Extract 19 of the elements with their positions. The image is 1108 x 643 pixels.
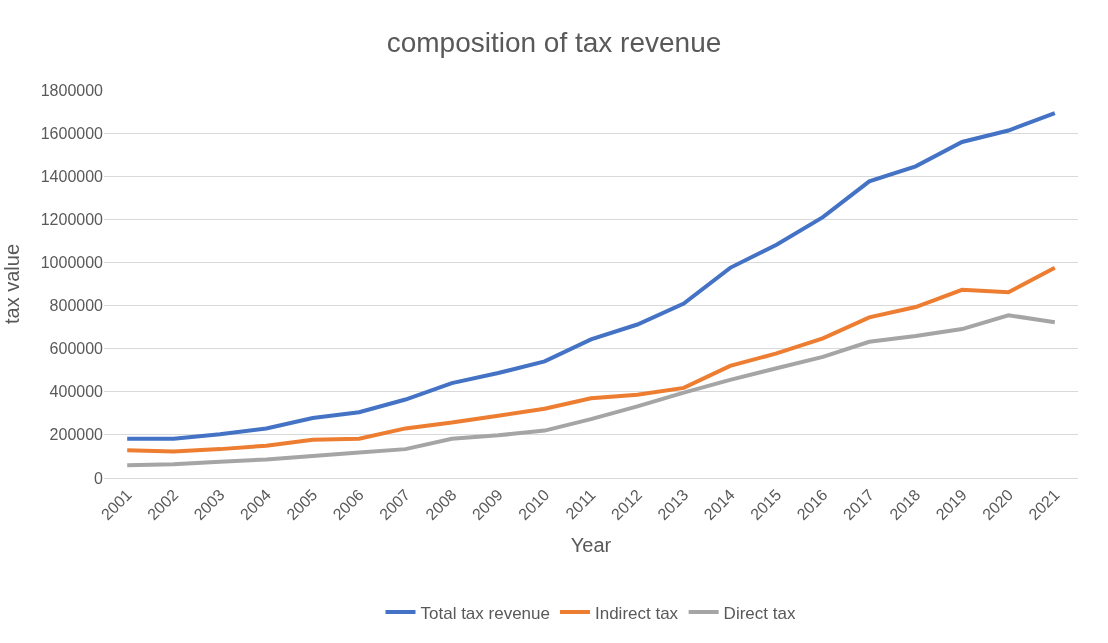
y-tick-label: 1600000	[40, 124, 104, 142]
legend-label: Total tax revenue	[420, 603, 550, 623]
line-series	[125, 313, 1057, 468]
y-tick-label: 400000	[49, 383, 104, 401]
y-tick-label: 1800000	[40, 81, 104, 99]
legend-label: Indirect tax	[594, 603, 679, 623]
line-series	[125, 111, 1057, 441]
y-tick-label: 1200000	[40, 210, 104, 228]
y-tick-label: 200000	[49, 426, 104, 444]
y-tick-label: 0	[94, 469, 104, 487]
y-tick-label: 1400000	[40, 167, 104, 185]
y-axis-title: tax value	[1, 243, 24, 325]
y-tick-label: 800000	[49, 297, 104, 315]
legend-label: Direct tax	[723, 603, 796, 623]
line-series	[125, 265, 1057, 454]
x-axis-title: Year	[570, 533, 612, 556]
chart-title: composition of tax revenue	[386, 26, 722, 58]
y-tick-label: 1000000	[40, 254, 104, 272]
y-tick-label: 600000	[49, 340, 104, 358]
